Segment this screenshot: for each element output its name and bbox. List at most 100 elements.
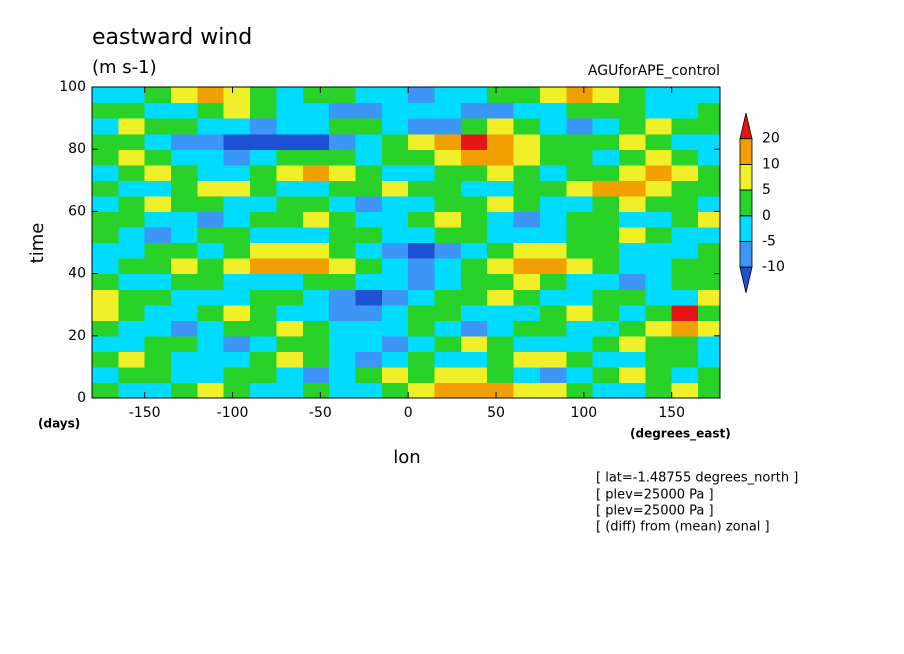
cell (460, 226, 488, 244)
y-tick-label: 20 (68, 328, 86, 344)
cell (144, 289, 172, 306)
cell (618, 366, 646, 384)
cell (671, 149, 699, 166)
cell (92, 195, 119, 212)
cell (698, 87, 720, 104)
cell (197, 118, 225, 135)
cell (302, 87, 330, 104)
cell (487, 304, 515, 321)
cell (592, 304, 620, 321)
cell (171, 366, 198, 384)
cell (250, 273, 278, 290)
cell (302, 351, 330, 368)
cell (250, 87, 278, 104)
cell (671, 382, 699, 398)
cell (513, 164, 541, 181)
cell (618, 320, 646, 337)
cell (513, 102, 541, 119)
cell (329, 226, 357, 244)
y-tick-label: 80 (68, 141, 86, 157)
cell (276, 118, 304, 135)
cell (329, 195, 357, 212)
cell (381, 366, 409, 384)
colorbar-label: -10 (762, 259, 785, 275)
cell (381, 102, 409, 119)
cell (118, 164, 146, 181)
cell (302, 289, 330, 306)
cell (92, 164, 119, 181)
cell (355, 258, 383, 275)
cell (355, 242, 383, 259)
cell (197, 195, 225, 212)
cell (460, 102, 488, 119)
cell (566, 87, 594, 104)
cell (250, 242, 278, 259)
cell (566, 335, 594, 352)
cell (618, 273, 646, 290)
cell (92, 226, 119, 244)
cell (197, 351, 225, 368)
cell (302, 366, 330, 384)
cell (381, 351, 409, 368)
cell (645, 149, 673, 166)
cell (118, 320, 146, 337)
cell (566, 366, 594, 384)
cell (513, 335, 541, 352)
cell (250, 180, 278, 197)
cell (539, 102, 567, 119)
cell (381, 335, 409, 352)
cell (539, 320, 567, 337)
cell (355, 382, 383, 398)
cell (460, 382, 488, 398)
cell (460, 258, 488, 275)
cell (197, 335, 225, 352)
cell (92, 351, 119, 368)
cell (487, 289, 515, 306)
cell (671, 180, 699, 197)
cell (223, 242, 251, 259)
cell (539, 335, 567, 352)
cell (250, 382, 278, 398)
cell (539, 242, 567, 259)
cell (144, 335, 172, 352)
cell (539, 258, 567, 275)
cell (223, 87, 251, 104)
cell (92, 335, 119, 352)
cell (592, 226, 620, 244)
cell (329, 273, 357, 290)
cell (460, 320, 488, 337)
cell (592, 382, 620, 398)
cell (144, 195, 172, 212)
cell (513, 195, 541, 212)
cell (434, 149, 462, 166)
cell (223, 226, 251, 244)
cell (434, 242, 462, 259)
cell (197, 304, 225, 321)
cell (592, 149, 620, 166)
cell (118, 273, 146, 290)
cell (487, 164, 515, 181)
cell (645, 211, 673, 228)
cell (671, 335, 699, 352)
cell (566, 258, 594, 275)
cell (434, 366, 462, 384)
cell (355, 102, 383, 119)
cell (460, 164, 488, 181)
cell (144, 133, 172, 150)
cell (487, 366, 515, 384)
colorbar-segment (739, 138, 753, 165)
cell (671, 273, 699, 290)
cell (92, 366, 119, 384)
cell (460, 289, 488, 306)
cell (171, 195, 198, 212)
cell (92, 149, 119, 166)
cell (197, 242, 225, 259)
cell (118, 304, 146, 321)
cell (566, 242, 594, 259)
cell (302, 149, 330, 166)
cell (355, 289, 383, 306)
cell (276, 242, 304, 259)
cell (171, 118, 198, 135)
note: [ plev=25000 Pa ] (596, 504, 714, 519)
cell (171, 273, 198, 290)
